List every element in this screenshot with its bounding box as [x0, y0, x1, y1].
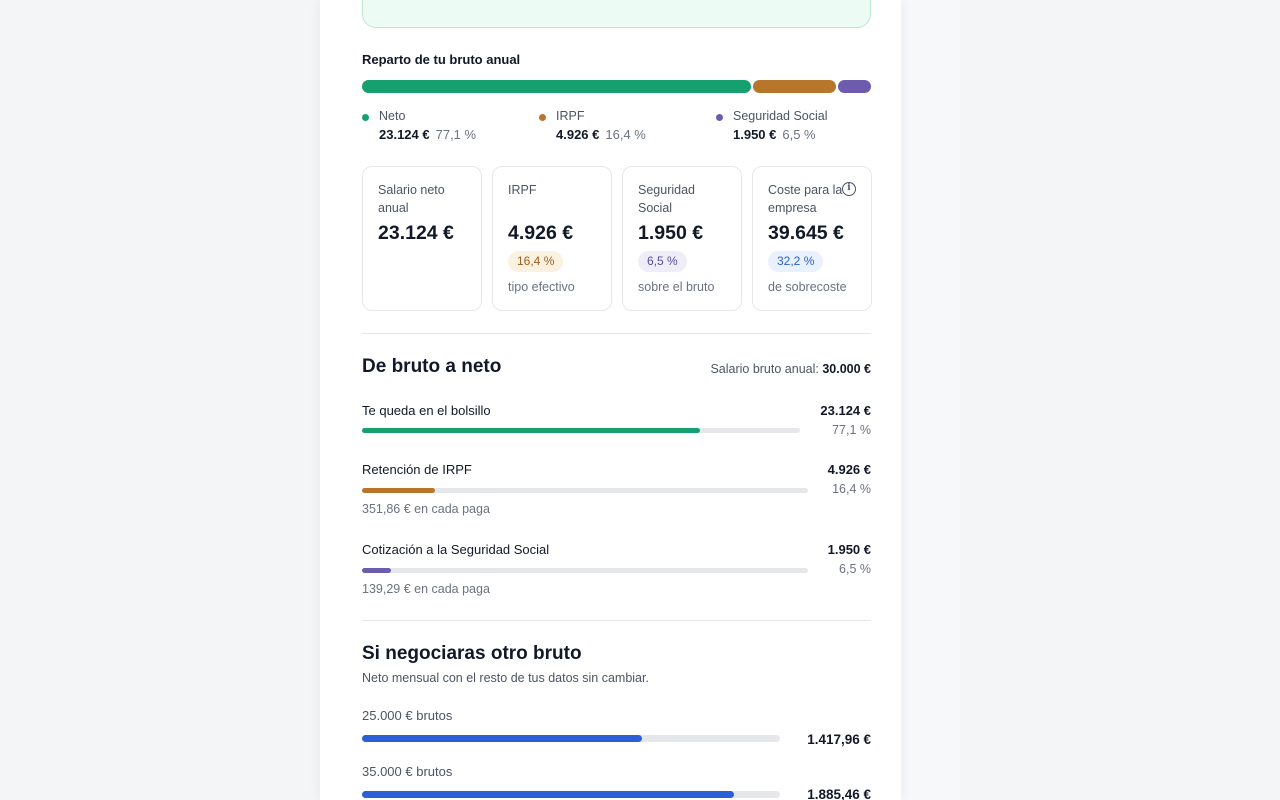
row-amount-irpf: 4.926 € [827, 462, 871, 477]
row-pct-irpf: 16,4 % [832, 482, 871, 496]
stacked-segment-neto [362, 80, 752, 93]
legend-value: 1.950 €6,5 % [733, 127, 816, 142]
row-fill-net [362, 428, 700, 433]
scenario-value: 1.417,96 € [807, 732, 871, 747]
kpi-label: Seguridad Social [638, 183, 695, 215]
gross-salary-value: 30.000 € [822, 362, 871, 376]
kpi-badge: 32,2 % [768, 251, 824, 272]
row-sub-irpf: 351,86 € en cada paga [362, 502, 490, 516]
kpi-value: 23.124 € [378, 222, 454, 244]
kpi-card-seguridad-social: Seguridad Social 1.950 € 6,5 % sobre el … [622, 166, 742, 311]
row-label-irpf: Retención de IRPF [362, 462, 472, 477]
kpi-note: de sobrecoste [768, 280, 847, 294]
kpi-note: tipo efectivo [508, 280, 575, 294]
row-fill-ss [362, 568, 391, 573]
kpi-note: sobre el bruto [638, 280, 715, 294]
scenario-track [362, 791, 780, 798]
row-track-ss [362, 568, 808, 573]
kpi-label: Coste para la empresa [768, 183, 843, 215]
legend-value: 4.926 €16,4 % [556, 127, 646, 142]
section-divider [362, 620, 871, 621]
legend-dot-neto [362, 114, 369, 121]
scenario-value: 1.885,46 € [807, 787, 871, 800]
scenario-fill [362, 791, 735, 798]
row-track-net [362, 428, 800, 433]
kpi-value: 1.950 € [638, 222, 704, 244]
breakdown-stacked-bar [362, 80, 871, 93]
kpi-card-employer-cost: Coste para la empresa i 39.645 € 32,2 % … [752, 166, 872, 311]
legend-dot-seguridad-social [716, 114, 723, 121]
gross-to-net-title: De bruto a neto [362, 356, 502, 377]
legend-label: IRPF [556, 109, 585, 123]
legend-pct: 16,4 % [605, 127, 646, 142]
breakdown-title: Reparto de tu bruto anual [362, 52, 521, 67]
kpi-badge: 6,5 % [638, 251, 687, 272]
legend-label: Seguridad Social [733, 109, 828, 123]
negotiate-title: Si negociaras otro bruto [362, 643, 582, 664]
legend-pct: 6,5 % [782, 127, 816, 142]
stacked-segment-seguridad-social [838, 80, 871, 93]
row-pct-ss: 6,5 % [839, 562, 871, 576]
kpi-badge: 16,4 % [508, 251, 564, 272]
row-pct-net: 77,1 % [832, 423, 871, 437]
row-fill-irpf [362, 488, 436, 493]
row-label-ss: Cotización a la Seguridad Social [362, 542, 550, 557]
legend-label: Neto [379, 109, 406, 123]
kpi-card-irpf: IRPF 4.926 € 16,4 % tipo efectivo [492, 166, 612, 311]
section-divider [362, 333, 871, 334]
scenario-track [362, 735, 780, 742]
net-summary-box [362, 0, 871, 28]
kpi-label: Salario neto anual [378, 183, 445, 215]
scenario-label: 35.000 € brutos [362, 764, 453, 779]
kpi-card-net-salary: Salario neto anual 23.124 € [362, 166, 482, 311]
scenario-fill [362, 735, 643, 742]
row-label-net: Te queda en el bolsillo [362, 403, 491, 418]
legend-pct: 77,1 % [435, 127, 477, 142]
gross-salary-summary: Salario bruto anual: 30.000 € [710, 362, 871, 376]
kpi-value: 39.645 € [768, 222, 844, 244]
row-amount-ss: 1.950 € [827, 542, 871, 557]
info-icon[interactable]: i [842, 182, 856, 196]
scenario-label: 25.000 € brutos [362, 708, 453, 723]
gross-salary-label: Salario bruto anual: [710, 362, 819, 376]
stacked-segment-irpf [753, 80, 837, 93]
row-amount-net: 23.124 € [820, 403, 871, 418]
legend-value: 23.124 €77,1 % [379, 127, 477, 142]
row-sub-ss: 139,29 € en cada paga [362, 582, 490, 596]
legend-dot-irpf [539, 114, 546, 121]
kpi-label: IRPF [508, 183, 537, 197]
results-card: Reparto de tu bruto anual Neto 23.124 €7… [320, 0, 901, 800]
row-track-irpf [362, 488, 808, 493]
negotiate-subtitle: Neto mensual con el resto de tus datos s… [362, 671, 649, 685]
kpi-value: 4.926 € [508, 222, 574, 244]
